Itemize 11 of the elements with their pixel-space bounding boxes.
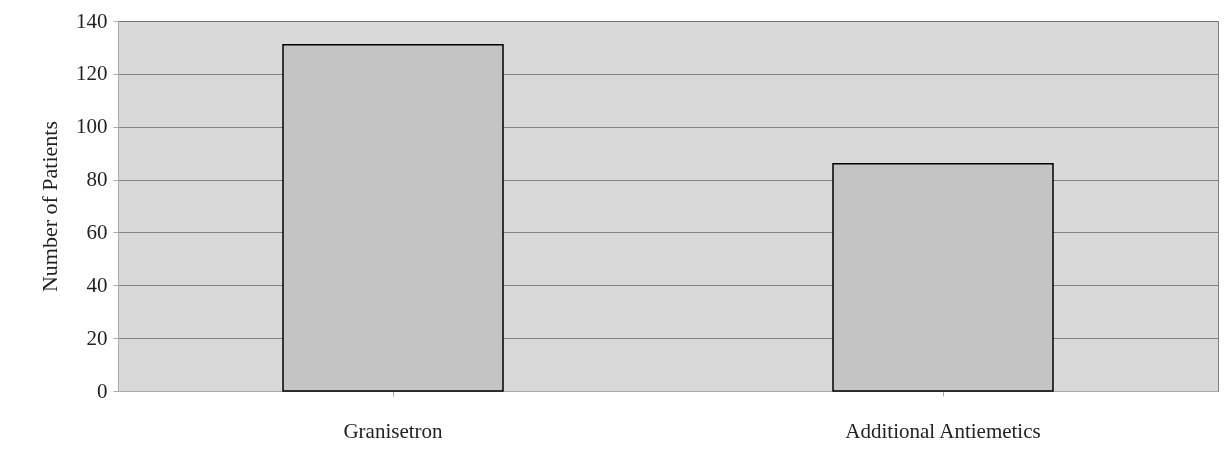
x-tick-label: Granisetron [343,418,444,443]
y-tick-label: 120 [76,61,108,86]
y-tick-label: 140 [76,8,108,33]
y-tick-label: 40 [86,272,108,297]
y-tick-label: 20 [86,325,108,350]
y-axis-title: Number of Patients [37,120,62,293]
y-tick-label: 100 [76,114,108,139]
y-tick-label: 60 [86,219,108,244]
x-tick-label: Additional Antiemetics [845,418,1041,443]
y-tick-label: 0 [97,378,108,403]
y-tick-label: 80 [86,167,108,192]
